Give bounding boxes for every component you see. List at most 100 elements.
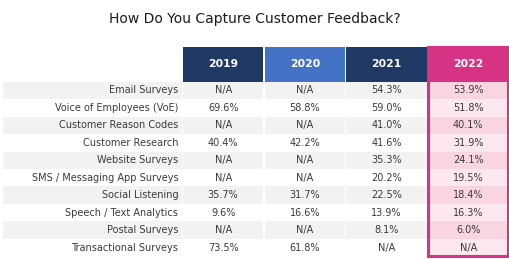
- Bar: [264, 117, 344, 134]
- Bar: [346, 239, 426, 256]
- Text: 42.2%: 42.2%: [289, 138, 320, 148]
- Bar: [183, 186, 263, 204]
- Bar: [183, 47, 263, 82]
- Bar: [346, 82, 426, 99]
- Bar: [183, 99, 263, 117]
- Text: Postal Surveys: Postal Surveys: [107, 225, 178, 235]
- Text: 20.2%: 20.2%: [371, 173, 401, 183]
- Text: 35.7%: 35.7%: [207, 190, 238, 200]
- Bar: [427, 47, 507, 82]
- Text: Voice of Employees (VoE): Voice of Employees (VoE): [55, 103, 178, 113]
- Text: 53.9%: 53.9%: [452, 85, 483, 95]
- Text: 8.1%: 8.1%: [374, 225, 398, 235]
- Text: Customer Reason Codes: Customer Reason Codes: [59, 120, 178, 130]
- Bar: [427, 117, 507, 134]
- Bar: [264, 152, 344, 169]
- Bar: [264, 99, 344, 117]
- Text: 61.8%: 61.8%: [289, 243, 320, 253]
- Bar: [427, 186, 507, 204]
- Bar: [183, 134, 263, 152]
- Text: Website Surveys: Website Surveys: [97, 155, 178, 165]
- Bar: [3, 99, 182, 117]
- Text: 40.4%: 40.4%: [208, 138, 238, 148]
- Text: N/A: N/A: [296, 173, 313, 183]
- Text: Speech / Text Analytics: Speech / Text Analytics: [65, 208, 178, 218]
- Text: 31.7%: 31.7%: [289, 190, 320, 200]
- Text: N/A: N/A: [296, 225, 313, 235]
- Text: 59.0%: 59.0%: [371, 103, 401, 113]
- Text: 2019: 2019: [208, 59, 238, 69]
- Bar: [3, 204, 182, 221]
- Bar: [183, 117, 263, 134]
- Bar: [427, 169, 507, 186]
- Bar: [3, 117, 182, 134]
- Bar: [264, 186, 344, 204]
- Text: 2022: 2022: [452, 59, 483, 69]
- Text: N/A: N/A: [214, 173, 231, 183]
- Bar: [427, 152, 507, 169]
- Text: 16.3%: 16.3%: [452, 208, 483, 218]
- Bar: [183, 152, 263, 169]
- Text: N/A: N/A: [214, 85, 231, 95]
- Text: 69.6%: 69.6%: [208, 103, 238, 113]
- Text: 2021: 2021: [371, 59, 401, 69]
- Bar: [346, 134, 426, 152]
- Bar: [183, 221, 263, 239]
- Text: Customer Research: Customer Research: [82, 138, 178, 148]
- Text: 18.4%: 18.4%: [452, 190, 483, 200]
- Text: 41.6%: 41.6%: [371, 138, 401, 148]
- Bar: [346, 117, 426, 134]
- Bar: [183, 169, 263, 186]
- Bar: [346, 47, 426, 82]
- Text: 54.3%: 54.3%: [371, 85, 401, 95]
- Text: N/A: N/A: [214, 155, 231, 165]
- Bar: [346, 169, 426, 186]
- Text: Transactional Surveys: Transactional Surveys: [71, 243, 178, 253]
- Bar: [3, 169, 182, 186]
- Text: 58.8%: 58.8%: [289, 103, 320, 113]
- Text: How Do You Capture Customer Feedback?: How Do You Capture Customer Feedback?: [109, 12, 400, 26]
- Text: 16.6%: 16.6%: [289, 208, 320, 218]
- Text: 40.1%: 40.1%: [452, 120, 483, 130]
- Bar: [3, 82, 182, 99]
- Bar: [3, 239, 182, 256]
- Bar: [3, 152, 182, 169]
- Text: Social Listening: Social Listening: [101, 190, 178, 200]
- Text: N/A: N/A: [214, 120, 231, 130]
- Bar: [183, 82, 263, 99]
- Text: 51.8%: 51.8%: [452, 103, 483, 113]
- Bar: [183, 204, 263, 221]
- Bar: [346, 99, 426, 117]
- Text: N/A: N/A: [296, 85, 313, 95]
- Text: SMS / Messaging App Surveys: SMS / Messaging App Surveys: [32, 173, 178, 183]
- Bar: [264, 134, 344, 152]
- Bar: [346, 204, 426, 221]
- Bar: [3, 186, 182, 204]
- Text: 19.5%: 19.5%: [452, 173, 483, 183]
- Bar: [427, 204, 507, 221]
- Bar: [264, 239, 344, 256]
- Text: N/A: N/A: [296, 120, 313, 130]
- Text: N/A: N/A: [296, 155, 313, 165]
- Text: 13.9%: 13.9%: [371, 208, 401, 218]
- Text: 24.1%: 24.1%: [452, 155, 483, 165]
- Text: 9.6%: 9.6%: [211, 208, 235, 218]
- Text: N/A: N/A: [377, 243, 394, 253]
- Bar: [427, 47, 507, 256]
- Text: 6.0%: 6.0%: [455, 225, 479, 235]
- Bar: [346, 221, 426, 239]
- Bar: [427, 239, 507, 256]
- Text: 31.9%: 31.9%: [452, 138, 483, 148]
- Text: N/A: N/A: [459, 243, 476, 253]
- Text: N/A: N/A: [214, 225, 231, 235]
- Bar: [427, 221, 507, 239]
- Bar: [427, 99, 507, 117]
- Text: 35.3%: 35.3%: [371, 155, 401, 165]
- Text: 41.0%: 41.0%: [371, 120, 401, 130]
- Bar: [183, 239, 263, 256]
- Bar: [264, 204, 344, 221]
- Text: Email Surveys: Email Surveys: [109, 85, 178, 95]
- Text: 2020: 2020: [289, 59, 319, 69]
- Text: 73.5%: 73.5%: [207, 243, 238, 253]
- Bar: [346, 152, 426, 169]
